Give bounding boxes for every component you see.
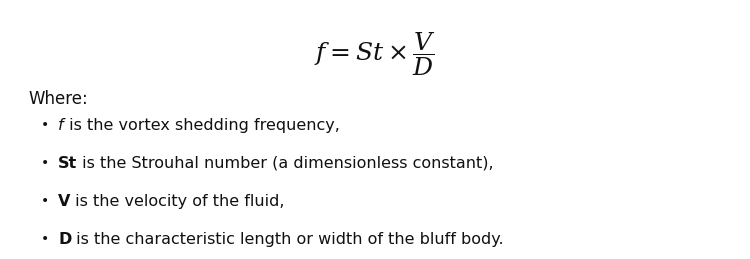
Text: St: St [58,156,77,171]
Text: is the Strouhal number (a dimensionless constant),: is the Strouhal number (a dimensionless … [77,156,494,171]
Text: Where:: Where: [28,90,88,108]
Text: f: f [58,118,64,133]
Text: is the characteristic length or width of the bluff body.: is the characteristic length or width of… [71,232,504,247]
Text: •: • [40,156,50,170]
Text: is the vortex shedding frequency,: is the vortex shedding frequency, [64,118,340,133]
Text: $f = St \times \dfrac{V}{D}$: $f = St \times \dfrac{V}{D}$ [314,30,436,78]
Text: D: D [58,232,71,247]
Text: V: V [58,194,70,209]
Text: •: • [40,194,50,208]
Text: •: • [40,232,50,246]
Text: •: • [40,118,50,132]
Text: is the velocity of the fluid,: is the velocity of the fluid, [70,194,285,209]
